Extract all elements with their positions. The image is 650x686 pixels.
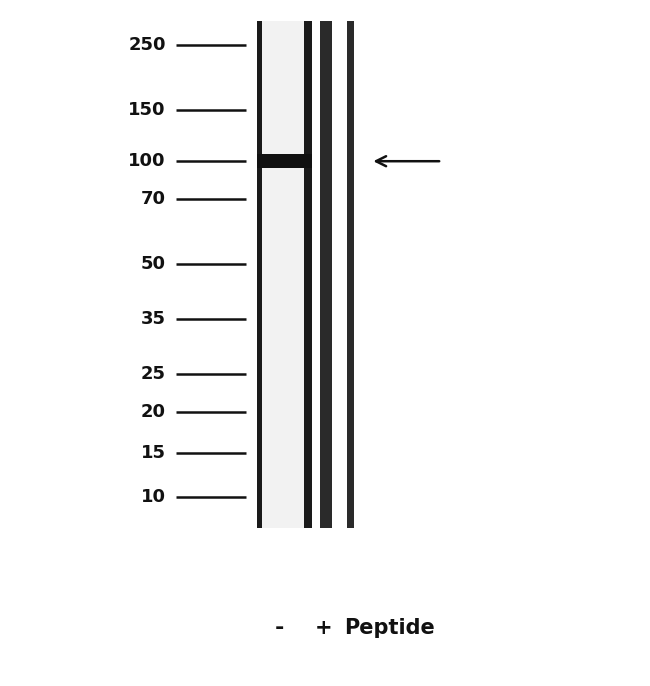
Text: 250: 250: [128, 36, 166, 54]
Bar: [320, 21, 332, 528]
Text: Peptide: Peptide: [344, 617, 436, 638]
Text: 20: 20: [141, 403, 166, 421]
Bar: [304, 21, 312, 528]
Text: 35: 35: [141, 310, 166, 328]
Bar: [257, 154, 312, 168]
Text: 100: 100: [128, 152, 166, 170]
Text: 15: 15: [141, 444, 166, 462]
Bar: [257, 21, 262, 528]
Bar: [262, 21, 304, 528]
Text: 70: 70: [141, 190, 166, 208]
Text: 10: 10: [141, 488, 166, 506]
Text: -: -: [275, 617, 284, 638]
Text: +: +: [315, 617, 333, 638]
Text: 25: 25: [141, 365, 166, 383]
Bar: [347, 21, 354, 528]
Text: 150: 150: [128, 101, 166, 119]
Text: 50: 50: [141, 255, 166, 273]
